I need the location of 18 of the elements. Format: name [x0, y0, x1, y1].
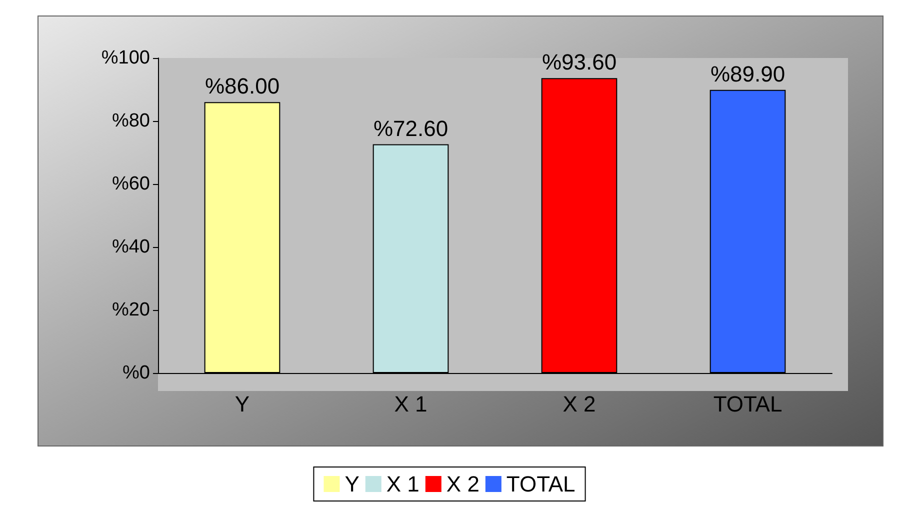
y-tick-label: %20	[112, 300, 150, 320]
y-tick-label: %100	[101, 48, 150, 68]
x-tick-label: X 1	[394, 392, 428, 416]
x-tick-label: X 2	[562, 392, 596, 416]
legend-label: TOTAL	[506, 472, 576, 496]
legend-label: Y	[344, 472, 360, 496]
legend-label: X 2	[446, 472, 480, 496]
legend-label: X 1	[386, 472, 420, 496]
y-tick-label: %0	[122, 362, 150, 384]
y-tick-label: %60	[112, 174, 150, 194]
y-tick-label: %40	[112, 236, 150, 258]
x-tick-label: TOTAL	[713, 392, 782, 416]
data-label: %93.60	[542, 50, 617, 75]
x-tick-label: Y	[234, 392, 250, 416]
data-label: %72.60	[373, 116, 448, 141]
y-tick-label: %80	[112, 110, 150, 132]
data-label: %86.00	[204, 74, 280, 99]
data-label: %89.90	[710, 61, 786, 86]
